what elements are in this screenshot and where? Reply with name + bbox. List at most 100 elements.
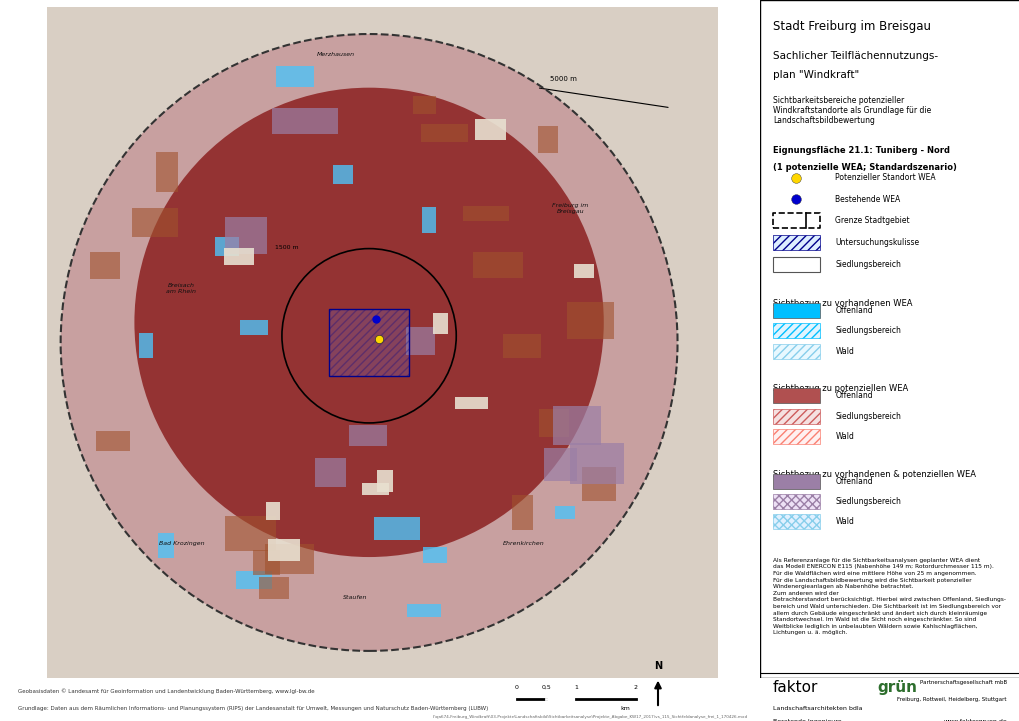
Bar [772,474,819,489]
Text: Untersuchungskulisse: Untersuchungskulisse [835,238,918,247]
Bar [474,119,505,140]
Bar [772,389,819,403]
Text: Eignungsfläche 21.1: Tuniberg - Nord: Eignungsfläche 21.1: Tuniberg - Nord [772,146,949,156]
Text: Sichtbezug zu potenziellen WEA: Sichtbezug zu potenziellen WEA [772,384,907,393]
Bar [433,313,448,334]
Bar [772,429,819,444]
Bar [224,248,254,265]
Bar [373,517,419,540]
Text: Freiburg im
Breisgau: Freiburg im Breisgau [551,203,588,213]
Text: Sichtbezug zu vorhandenen & potenziellen WEA: Sichtbezug zu vorhandenen & potenziellen… [772,469,975,479]
Text: Siedlungsbereich: Siedlungsbereich [835,326,901,335]
Bar [502,334,540,358]
Bar [463,205,508,221]
Text: Wald: Wald [835,347,853,355]
Bar [421,206,435,233]
Text: 2: 2 [633,684,637,689]
Text: Siedlungsbereich: Siedlungsbereich [835,260,901,269]
Text: Als Referenzanlage für die Sichtbarkeitsanalysen geplanter WEA dient
das Modell : Als Referenzanlage für die Sichtbarkeits… [772,558,1005,635]
Bar [423,547,446,563]
Bar [225,516,276,551]
Bar [265,544,314,574]
Bar [552,406,600,445]
Bar [139,332,153,358]
Text: (1 potenzielle WEA; Standardszenario): (1 potenzielle WEA; Standardszenario) [772,164,956,172]
Bar [537,125,557,153]
Text: Grundlage: Daten aus dem Räumlichen Informations- und Planungssystem (RIPS) der : Grundlage: Daten aus dem Räumlichen Info… [17,706,487,711]
Bar [314,459,345,487]
Text: Wald: Wald [835,432,853,441]
Bar [266,502,280,520]
Text: Bad Krozingen: Bad Krozingen [158,541,204,546]
Bar [772,323,819,338]
Bar [772,257,819,272]
Text: Merzhausen: Merzhausen [316,52,355,57]
Bar [539,410,569,437]
Text: N: N [653,661,661,671]
Bar [581,466,615,500]
Bar [473,252,523,278]
Bar [235,571,272,588]
Bar [566,301,613,339]
Text: Potenzieller Standort WEA: Potenzieller Standort WEA [835,173,935,182]
Bar [772,409,819,424]
Bar [413,95,435,114]
Text: Sichtbarkeitsbereiche potenzieller
Windkraftstandorte als Grundlage für die
Land: Sichtbarkeitsbereiche potenzieller Windk… [772,96,930,125]
Bar [96,430,129,451]
Text: www.faktorgruen.de: www.faktorgruen.de [943,719,1006,721]
Text: Offenland: Offenland [835,306,872,315]
Text: plan "Windkraft": plan "Windkraft" [772,70,858,80]
Text: Ehrenkirchen: Ehrenkirchen [502,541,544,546]
Text: Siedlungsbereich: Siedlungsbereich [835,412,901,420]
Bar [420,124,468,143]
Bar [268,539,300,561]
Bar [90,252,120,279]
Bar [772,303,819,318]
Text: 1500 m: 1500 m [275,244,299,249]
Bar [215,237,238,256]
Text: grün: grün [876,680,916,695]
Text: km: km [621,706,630,711]
Bar [772,494,819,509]
Bar [362,483,388,495]
Bar [225,217,267,254]
Bar [570,443,624,484]
Text: 5000 m: 5000 m [549,76,577,82]
Bar [131,208,177,236]
Text: Beratende Ingenieure: Beratende Ingenieure [772,719,841,721]
Bar [574,264,593,278]
Circle shape [60,34,677,651]
Circle shape [135,88,603,557]
Text: Landschaftsarchitekten bdla: Landschaftsarchitekten bdla [772,706,861,710]
Text: faktor: faktor [772,680,817,695]
Bar [512,495,532,530]
Text: Bestehende WEA: Bestehende WEA [835,195,900,204]
Text: 0,5: 0,5 [541,684,550,689]
Bar [158,533,173,558]
Text: Staufen: Staufen [343,595,368,600]
Text: Geobasisdaten © Landesamt für Geoinformation und Landentwicklung Baden-Württembe: Geobasisdaten © Landesamt für Geoinforma… [17,689,314,694]
Text: Freiburg, Rottweil, Heidelberg, Stuttgart: Freiburg, Rottweil, Heidelberg, Stuttgar… [897,696,1006,702]
Text: Siedlungsbereich: Siedlungsbereich [835,497,901,506]
Text: Sichtbezug zu vorhandenen WEA: Sichtbezug zu vorhandenen WEA [772,299,912,308]
Bar [276,66,314,87]
Bar [259,578,288,599]
Bar [333,165,353,184]
Text: 1: 1 [574,684,578,689]
Text: Sachlicher Teilflächennutzungs-: Sachlicher Teilflächennutzungs- [772,50,937,61]
Bar [454,397,487,410]
Bar [407,603,440,616]
Bar [772,344,819,358]
Bar [555,505,575,519]
Text: 0: 0 [515,684,518,689]
Text: Wald: Wald [835,518,853,526]
Bar [272,107,337,135]
Bar [772,514,819,529]
Bar [239,320,267,335]
Bar [348,425,386,446]
Bar [328,309,409,376]
Bar [544,448,577,482]
Bar [155,152,178,193]
Text: Grenze Stadtgebiet: Grenze Stadtgebiet [835,216,909,226]
Bar [328,309,409,376]
